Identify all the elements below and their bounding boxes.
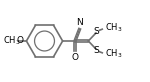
Text: S: S	[93, 27, 99, 36]
Text: CH$_3$: CH$_3$	[105, 22, 123, 35]
Text: S: S	[93, 46, 99, 55]
Text: O: O	[72, 53, 78, 62]
Text: N: N	[76, 18, 83, 27]
Text: O: O	[16, 36, 23, 46]
Text: CH$_3$: CH$_3$	[3, 35, 21, 47]
Text: CH$_3$: CH$_3$	[105, 47, 123, 60]
